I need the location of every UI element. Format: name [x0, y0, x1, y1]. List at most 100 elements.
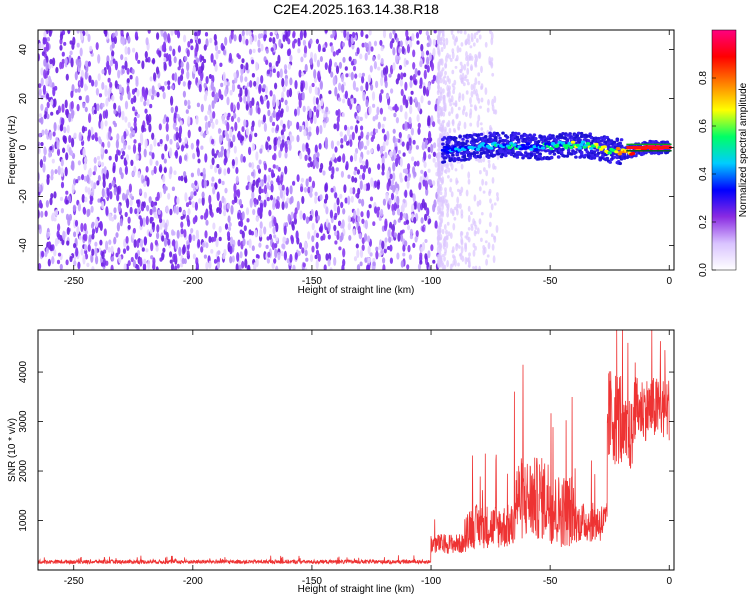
- signal-cell: [549, 147, 554, 151]
- noise-speck: [204, 153, 208, 163]
- noise-speck: [354, 124, 358, 134]
- noise-speck: [348, 56, 352, 62]
- noise-speck: [356, 249, 360, 259]
- noise-speck: [172, 48, 176, 57]
- noise-speck: [53, 98, 57, 108]
- noise-speck: [447, 175, 450, 179]
- noise-speck: [273, 153, 277, 161]
- noise-speck: [176, 263, 180, 269]
- noise-speck: [385, 192, 389, 202]
- noise-speck: [65, 73, 69, 81]
- noise-speck: [209, 37, 213, 44]
- noise-speck: [117, 150, 121, 156]
- noise-speck: [224, 223, 229, 230]
- noise-speck: [132, 47, 136, 53]
- noise-speck: [101, 251, 105, 260]
- noise-speck: [233, 112, 237, 119]
- noise-speck: [263, 96, 267, 102]
- noise-speck: [174, 72, 178, 82]
- noise-speck: [271, 121, 276, 127]
- noise-speck: [286, 49, 291, 57]
- noise-speck: [145, 58, 149, 63]
- noise-speck: [163, 158, 167, 164]
- noise-speck: [479, 122, 483, 126]
- noise-speck: [395, 187, 399, 195]
- spectrogram-frame: [37, 29, 675, 271]
- signal-cell: [485, 151, 490, 155]
- noise-speck: [311, 180, 316, 189]
- noise-speck: [126, 189, 130, 196]
- noise-speck: [158, 166, 162, 173]
- noise-speck: [241, 211, 245, 220]
- noise-speck: [345, 161, 349, 170]
- noise-speck: [314, 254, 318, 260]
- noise-speck: [493, 235, 497, 243]
- noise-speck: [155, 66, 160, 75]
- noise-speck: [223, 148, 227, 158]
- noise-speck: [396, 153, 400, 160]
- signal-cell: [504, 154, 508, 158]
- noise-speck: [111, 256, 115, 262]
- noise-speck: [332, 30, 336, 37]
- noise-speck: [231, 159, 235, 167]
- noise-speck: [131, 88, 136, 95]
- noise-speck: [111, 41, 115, 49]
- noise-speck: [460, 64, 464, 71]
- noise-speck: [100, 146, 104, 155]
- noise-speck: [151, 152, 155, 160]
- noise-speck: [190, 191, 194, 197]
- noise-speck: [139, 132, 144, 142]
- signal-cell: [576, 131, 581, 135]
- noise-speck: [256, 76, 260, 86]
- noise-speck: [45, 78, 49, 86]
- noise-speck: [189, 38, 193, 44]
- noise-speck: [347, 222, 351, 231]
- signal-cell: [614, 150, 619, 154]
- signal-cell: [585, 142, 591, 146]
- noise-speck: [439, 219, 443, 225]
- noise-speck: [197, 38, 201, 45]
- noise-speck: [287, 213, 291, 223]
- noise-speck: [407, 176, 411, 182]
- noise-speck: [101, 81, 105, 90]
- noise-speck: [412, 193, 416, 203]
- noise-speck: [325, 206, 329, 215]
- snr-frame: [37, 329, 675, 571]
- noise-speck: [395, 138, 399, 143]
- noise-speck: [368, 105, 372, 115]
- noise-speck: [308, 108, 312, 119]
- noise-speck: [328, 90, 332, 95]
- noise-speck: [445, 163, 448, 169]
- noise-speck: [183, 229, 187, 238]
- noise-speck: [472, 82, 476, 91]
- noise-speck: [157, 142, 161, 147]
- noise-speck: [425, 50, 430, 56]
- noise-speck: [72, 204, 76, 212]
- noise-speck: [383, 116, 387, 122]
- noise-speck: [175, 131, 179, 141]
- noise-speck: [215, 118, 219, 125]
- signal-cell: [579, 152, 584, 156]
- noise-speck: [240, 220, 244, 228]
- noise-speck: [461, 80, 464, 85]
- noise-speck: [38, 42, 42, 52]
- signal-cell: [567, 141, 572, 145]
- noise-speck: [84, 71, 88, 80]
- noise-speck: [253, 34, 258, 42]
- noise-speck: [226, 133, 230, 142]
- noise-speck: [88, 113, 92, 124]
- noise-speck: [307, 162, 311, 168]
- noise-speck: [372, 116, 376, 122]
- noise-speck: [442, 119, 446, 124]
- signal-cell: [599, 136, 604, 140]
- noise-speck: [90, 195, 94, 202]
- signal-cell: [534, 148, 539, 152]
- noise-speck: [96, 155, 101, 161]
- noise-speck: [52, 57, 56, 67]
- noise-speck: [148, 151, 153, 156]
- snr-plot-area: [38, 330, 674, 570]
- noise-speck: [110, 245, 114, 255]
- noise-speck: [365, 134, 369, 140]
- x-tick-label: -250: [64, 576, 84, 587]
- noise-speck: [143, 92, 148, 102]
